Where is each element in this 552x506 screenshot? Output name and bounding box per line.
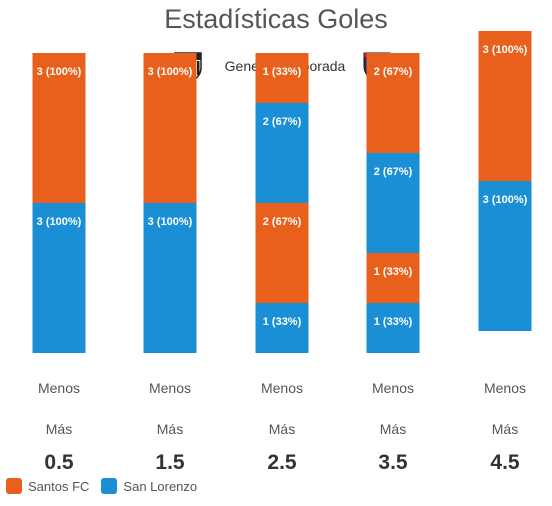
under-label-4.5: Menos: [484, 380, 526, 396]
chart-title: Estadísticas Goles: [164, 4, 388, 34]
bar-label-4.5-1: 3 (100%): [483, 194, 528, 206]
bar-label-3.5-1: 2 (67%): [374, 166, 413, 178]
bar-segment-3.5-0[interactable]: [366, 53, 420, 153]
legend-swatch-san-lorenzo: [101, 478, 118, 494]
bar-label-0.5-0: 3 (100%): [37, 66, 82, 78]
over-label-4.5: Más: [492, 421, 518, 437]
over-label-0.5: Más: [46, 421, 72, 437]
bar-segment-2.5-3[interactable]: [255, 303, 309, 353]
under-label-2.5: Menos: [261, 380, 303, 396]
goals-chart: 3 (100%) 3 (100%) Menos Más 0.5 3 (100%) 3 (10…: [32, 31, 532, 474]
bar-segment-3.5-2[interactable]: [366, 253, 420, 303]
bar-label-4.5-0: 3 (100%): [483, 44, 528, 56]
bar-label-3.5-2: 1 (33%): [374, 266, 413, 278]
bar-label-3.5-3: 1 (33%): [374, 316, 413, 328]
bar-segment-0.5-0[interactable]: [32, 53, 86, 203]
under-label-0.5: Menos: [38, 380, 80, 396]
bar-segment-1.5-1[interactable]: [143, 203, 197, 353]
under-label-3.5: Menos: [372, 380, 414, 396]
over-label-1.5: Más: [157, 421, 183, 437]
bar-label-1.5-0: 3 (100%): [148, 66, 193, 78]
under-label-1.5: Menos: [149, 380, 191, 396]
bar-segment-3.5-1[interactable]: [366, 153, 420, 253]
bar-label-2.5-1: 2 (67%): [263, 116, 302, 128]
bar-label-1.5-1: 3 (100%): [148, 216, 193, 228]
bar-label-2.5-3: 1 (33%): [263, 316, 302, 328]
category-label-0.5: 0.5: [44, 451, 74, 474]
legend-swatch-santos: [6, 478, 22, 494]
category-label-3.5: 3.5: [378, 451, 408, 474]
category-label-4.5: 4.5: [490, 451, 520, 474]
bar-segment-0.5-1[interactable]: [32, 203, 86, 353]
bar-label-2.5-0: 1 (33%): [263, 66, 302, 78]
bar-label-0.5-1: 3 (100%): [37, 216, 82, 228]
legend-item-santos[interactable]: Santos FC: [6, 478, 89, 494]
bar-segment-2.5-1[interactable]: [255, 103, 309, 203]
legend: Santos FC San Lorenzo: [6, 476, 209, 496]
category-label-1.5: 1.5: [155, 451, 185, 474]
over-label-3.5: Más: [380, 421, 406, 437]
bar-segment-2.5-2[interactable]: [255, 203, 309, 303]
bar-segment-3.5-3[interactable]: [366, 303, 420, 353]
legend-label-san-lorenzo: San Lorenzo: [123, 478, 198, 494]
bar-segment-4.5-1[interactable]: [478, 181, 532, 331]
over-label-2.5: Más: [269, 421, 295, 437]
bar-segment-2.5-0[interactable]: [255, 53, 309, 103]
legend-label-santos: Santos FC: [28, 478, 90, 494]
bar-segment-1.5-0[interactable]: [143, 53, 197, 203]
category-label-2.5: 2.5: [267, 451, 297, 474]
bar-label-2.5-2: 2 (67%): [263, 216, 302, 228]
legend-item-san-lorenzo[interactable]: San Lorenzo: [101, 478, 197, 494]
bar-label-3.5-0: 2 (67%): [374, 66, 413, 78]
bar-segment-4.5-0[interactable]: [478, 31, 532, 181]
